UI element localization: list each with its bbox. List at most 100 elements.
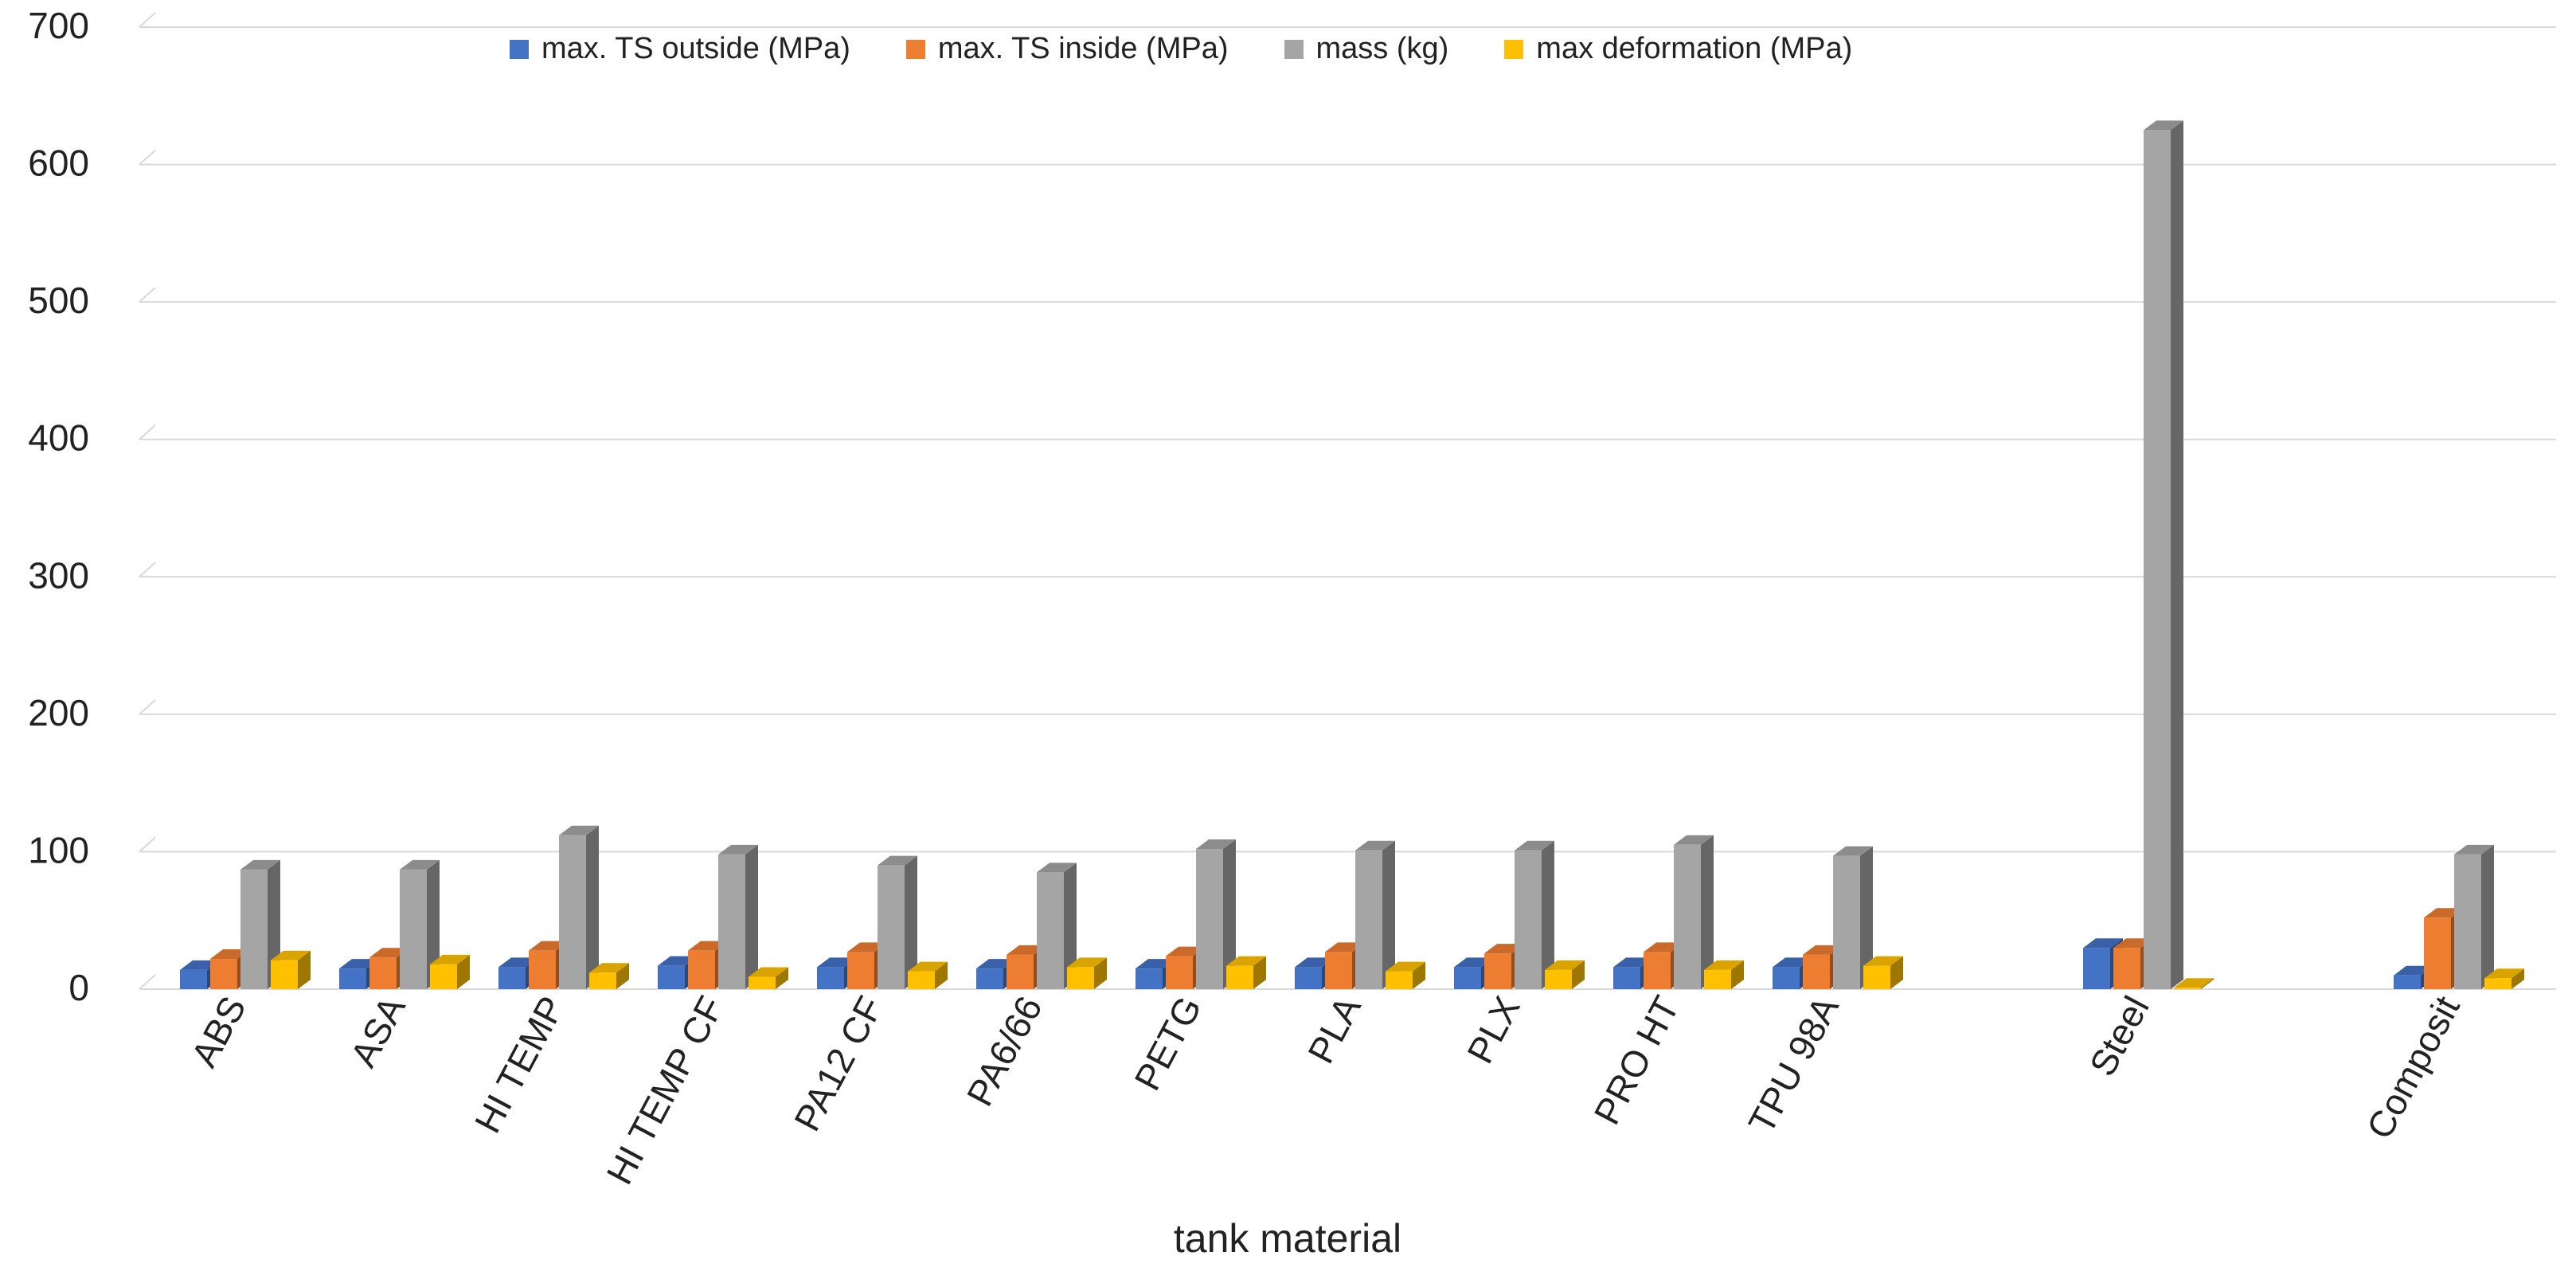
bar-side: [1223, 839, 1236, 989]
bar-front: [976, 968, 1003, 989]
bar-top: [1803, 945, 1843, 955]
x-tick-label: ASA: [342, 989, 413, 1074]
x-tick-label: PLX: [1459, 989, 1528, 1070]
x-axis: ABS ASA HI TEMP HI TEMP CF PA12 CF PA6/66 PETG…: [183, 989, 2468, 1191]
bar-top: [240, 859, 280, 870]
bar-side: [1253, 956, 1266, 989]
bar: [271, 950, 311, 989]
bar-side: [616, 963, 629, 989]
bar: [1196, 839, 1236, 989]
bar-front: [1484, 953, 1511, 989]
bar: [430, 954, 470, 989]
bar-side: [905, 855, 917, 989]
bar-side: [1382, 840, 1395, 989]
bar-top: [2394, 965, 2433, 976]
bar-side: [457, 954, 470, 989]
bar-top: [908, 961, 948, 972]
bar-front: [2454, 854, 2481, 989]
bar-top: [658, 956, 698, 966]
gridline-edge: [139, 12, 156, 28]
bar-top: [1166, 946, 1206, 956]
bar-top: [400, 859, 440, 870]
bar-top: [1325, 942, 1365, 953]
gridline-edge: [139, 149, 156, 166]
bar-side: [586, 825, 599, 989]
bar: [400, 859, 440, 989]
bar-side: [776, 967, 788, 989]
bar-front: [1386, 971, 1413, 989]
bar-front: [1545, 969, 1572, 989]
bar-side: [1064, 863, 1077, 989]
y-tick-label: 0: [68, 967, 89, 1008]
bar: [1833, 846, 1873, 989]
bar-front: [210, 959, 237, 989]
bar: [1704, 960, 1744, 989]
legend-label: max. TS outside (MPa): [541, 32, 850, 65]
bar-front: [400, 869, 427, 989]
bar-top: [369, 948, 409, 958]
bar-side: [298, 950, 311, 989]
legend-item: max. TS inside (MPa): [905, 32, 1229, 66]
y-tick-label: 100: [28, 829, 89, 870]
bar-top: [2424, 908, 2464, 918]
bar-top: [2454, 844, 2494, 855]
bar-side: [745, 844, 758, 989]
bar-front: [908, 971, 935, 989]
bar-front: [749, 976, 776, 989]
bar-top: [1136, 959, 1175, 969]
bar-top: [2484, 968, 2524, 979]
x-tick-label: HI TEMP CF: [598, 989, 732, 1191]
bar-top: [559, 825, 599, 835]
bar-top: [180, 960, 220, 970]
bar-top: [1674, 835, 1714, 845]
y-tick-label: 600: [28, 143, 89, 184]
bar-top: [1863, 956, 1903, 966]
bar: [1386, 961, 1425, 989]
bar-top: [1295, 957, 1335, 968]
bar-front: [1226, 965, 1253, 989]
bar-top: [1613, 957, 1653, 968]
bar-top: [1007, 945, 1046, 955]
bar-top: [718, 844, 758, 855]
bar-top: [1644, 942, 1683, 953]
bar-top: [1773, 957, 1812, 968]
bar-top: [2083, 938, 2123, 949]
bar-top: [1454, 957, 1494, 968]
bar-front: [1704, 969, 1731, 989]
gridline-edge: [139, 561, 156, 578]
bar: [1674, 835, 1714, 989]
x-tick-label: PRO HT: [1585, 989, 1687, 1131]
bar: [1355, 840, 1395, 989]
bar: [559, 825, 599, 989]
bar-top: [976, 959, 1016, 969]
y-tick-label: 300: [28, 554, 89, 596]
bar-front: [878, 865, 905, 989]
bar-top: [1515, 840, 1554, 851]
x-axis-title: tank material: [1174, 1216, 1401, 1261]
gridline-edge: [139, 836, 156, 853]
bar-top: [529, 941, 569, 951]
bar: [1226, 956, 1266, 989]
bar-top: [1833, 846, 1873, 856]
bar-top: [1226, 956, 1266, 966]
bar-top: [339, 959, 379, 969]
bar-front: [339, 968, 366, 989]
bar-top: [817, 957, 857, 968]
bar-front: [1674, 844, 1701, 989]
bar-front: [498, 967, 526, 989]
bar: [718, 844, 758, 989]
gridline-edge: [139, 287, 156, 303]
legend-label: max. TS inside (MPa): [937, 32, 1229, 65]
bar-front: [1007, 954, 1034, 989]
bar-front: [817, 967, 844, 989]
legend-item: mass (kg): [1284, 32, 1448, 66]
bar-side: [1860, 846, 1873, 989]
bar: [2174, 978, 2214, 989]
bar-top: [1355, 840, 1395, 851]
bar-top: [2144, 120, 2183, 131]
bar-top: [1037, 863, 1077, 873]
bar-front: [2174, 988, 2201, 989]
x-tick-label: TPU 98A: [1740, 989, 1847, 1140]
legend: max. TS outside (MPa) max. TS inside (MPa…: [510, 32, 1852, 66]
